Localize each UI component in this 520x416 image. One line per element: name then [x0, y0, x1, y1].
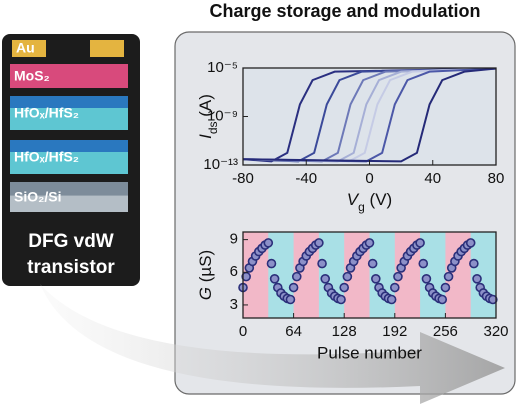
axis-label: Pulse number [317, 343, 422, 362]
axis-label: Vg (V) [347, 190, 392, 214]
transfer-curve [242, 67, 497, 163]
axis-symbol: V [347, 190, 360, 209]
x-tick-label: 192 [382, 323, 407, 340]
device-caption: DFG vdW [28, 231, 114, 252]
data-point [269, 274, 280, 284]
x-tick-label: 0 [365, 170, 373, 187]
y-tick-label: 9 [230, 231, 238, 248]
y-tick-label: 10⁻¹³ [203, 156, 238, 173]
data-point [266, 258, 277, 269]
axis-label: Ids (A) [196, 94, 220, 139]
x-tick-label: -40 [295, 170, 317, 187]
data-point [440, 282, 451, 293]
title: Charge storage and modulation [209, 1, 480, 21]
plot-frame [242, 231, 497, 319]
axis-subscript: g [358, 200, 365, 214]
arrow [40, 284, 505, 404]
layer [10, 64, 128, 88]
x-tick-label: 80 [488, 170, 505, 187]
data-point [263, 238, 274, 248]
data-point [288, 282, 299, 293]
layer-label: MoS₂ [14, 68, 50, 84]
y-tick-label: 3 [230, 296, 238, 313]
data-point [367, 258, 378, 269]
axis-label: G (µS) [196, 250, 215, 300]
data-point [339, 282, 350, 293]
data-point [415, 238, 425, 248]
data-point [336, 294, 346, 305]
data-point [342, 271, 353, 282]
device-stack: Au MoS₂ HfOₓ/HfS₂ HfOₓ/HfS₂ SiO₂/Si [10, 40, 128, 212]
axis-symbol: I [196, 134, 215, 139]
data-point [472, 274, 482, 284]
device-caption: transistor [27, 257, 115, 278]
data-point [371, 274, 381, 284]
x-tick-label: 64 [285, 323, 302, 340]
plot-area [243, 68, 496, 165]
au-pad [12, 40, 46, 57]
y-tick-label: 10⁻⁵ [207, 59, 238, 76]
data-point [421, 274, 432, 284]
layer [10, 140, 128, 174]
x-tick-label: 0 [239, 323, 247, 340]
y-tick-label: 10⁻⁹ [207, 107, 238, 124]
axis-symbol: G [196, 287, 215, 300]
layer-label: HfOₓ/HfS₂ [14, 105, 79, 121]
x-tick-label: 320 [483, 323, 508, 340]
data-point [443, 271, 454, 282]
layer [10, 96, 128, 130]
x-tick-label: 256 [433, 323, 458, 340]
data-point [389, 282, 400, 293]
data-point [317, 258, 327, 269]
x-tick-label: 128 [332, 323, 357, 340]
au-pad [90, 40, 124, 57]
data-point [469, 258, 479, 269]
data-point [393, 271, 403, 282]
data-point [320, 274, 331, 284]
data-point [364, 238, 375, 248]
axis-unit: (µS) [196, 250, 215, 287]
layer-label: SiO₂/Si [14, 189, 61, 205]
data-point [465, 238, 476, 248]
data-point [418, 258, 429, 269]
data-point [386, 294, 397, 305]
data-point [285, 294, 296, 305]
data-point [291, 271, 302, 282]
axis-unit: (A) [196, 94, 215, 121]
x-tick-label: -80 [232, 170, 254, 187]
axis-unit: (V) [365, 190, 392, 209]
layer-label: Au [16, 40, 35, 56]
layer-label: HfOₓ/HfS₂ [14, 149, 79, 165]
data-point [437, 294, 448, 305]
data-point [488, 294, 498, 305]
axis-subscript: ds [206, 121, 220, 134]
data-point [314, 238, 324, 248]
y-tick-label: 6 [230, 263, 238, 280]
layer [10, 182, 128, 212]
x-tick-label: 40 [424, 170, 441, 187]
